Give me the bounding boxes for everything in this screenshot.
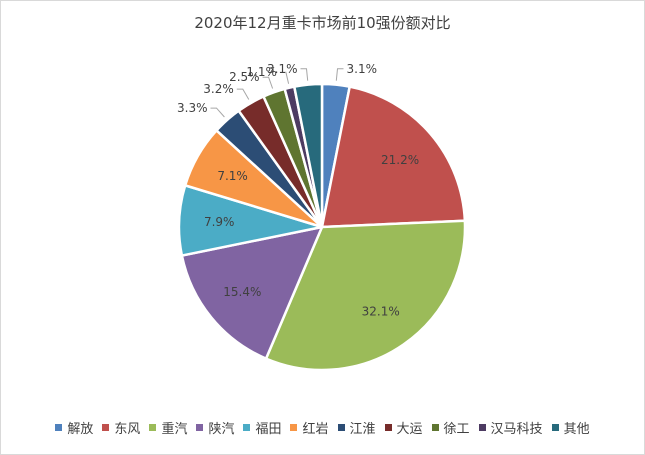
legend-swatch-5 bbox=[243, 424, 251, 431]
legend-label-8: 大运 bbox=[396, 422, 423, 437]
leader-line-10 bbox=[279, 71, 290, 84]
legend-swatch-11 bbox=[551, 424, 559, 431]
legend-swatch-6 bbox=[290, 424, 298, 431]
chart-title: 2020年12月重卡市场前10强份额对比 bbox=[194, 14, 451, 32]
slice-label-11: 3.1% bbox=[267, 62, 298, 76]
pie-slice-2 bbox=[320, 85, 467, 229]
legend-item-11: 其他 bbox=[551, 418, 590, 437]
chart-legend: 解放 东风 重汽 陕汽 福田 红岩 江淮 大运 徐工 汉马科技 其他 bbox=[0, 418, 645, 437]
legend-swatch-3 bbox=[149, 424, 157, 431]
slice-label-8: 3.2% bbox=[203, 82, 234, 96]
legend-label-9: 徐工 bbox=[443, 422, 470, 437]
legend-swatch-7 bbox=[337, 424, 345, 431]
leader-line-1 bbox=[335, 68, 344, 81]
legend-label-10: 汉马科技 bbox=[490, 422, 543, 437]
slice-label-6: 7.1% bbox=[217, 169, 248, 183]
slice-label-2: 21.2% bbox=[381, 153, 419, 167]
slice-label-4: 15.4% bbox=[223, 285, 261, 299]
legend-label-1: 解放 bbox=[67, 422, 94, 437]
legend-label-4: 陕汽 bbox=[208, 422, 235, 437]
legend-item-4: 陕汽 bbox=[196, 418, 234, 437]
legend-swatch-8 bbox=[384, 424, 392, 431]
legend-label-6: 红岩 bbox=[302, 422, 329, 437]
pie-slice-4 bbox=[180, 225, 324, 360]
leader-line-11 bbox=[300, 68, 309, 81]
legend-item-5: 福田 bbox=[243, 418, 281, 437]
slice-label-7: 3.3% bbox=[177, 101, 208, 115]
legend-item-2: 东风 bbox=[102, 418, 140, 437]
legend-label-2: 东风 bbox=[114, 422, 141, 437]
slice-label-3: 32.1% bbox=[362, 305, 400, 319]
pie-slice-11 bbox=[293, 82, 324, 229]
slice-label-9: 2.5% bbox=[229, 70, 260, 84]
legend-swatch-2 bbox=[102, 424, 110, 431]
legend-item-8: 大运 bbox=[384, 418, 423, 437]
legend-label-3: 重汽 bbox=[161, 422, 188, 437]
leader-line-9 bbox=[262, 76, 274, 89]
leader-line-8 bbox=[236, 88, 250, 100]
legend-swatch-10 bbox=[478, 424, 486, 431]
legend-swatch-9 bbox=[431, 424, 439, 431]
legend-swatch-1 bbox=[55, 424, 63, 431]
legend-label-7: 江淮 bbox=[349, 422, 376, 437]
legend-item-6: 红岩 bbox=[290, 418, 329, 437]
legend-item-1: 解放 bbox=[55, 418, 93, 437]
legend-label-11: 其他 bbox=[563, 422, 590, 437]
legend-item-10: 汉马科技 bbox=[478, 418, 543, 437]
slice-label-5: 7.9% bbox=[204, 215, 235, 229]
leader-line-7 bbox=[210, 107, 225, 118]
legend-item-9: 徐工 bbox=[431, 418, 470, 437]
legend-item-3: 重汽 bbox=[149, 418, 187, 437]
slice-label-1: 3.1% bbox=[347, 62, 378, 76]
slice-label-10: 1.1% bbox=[246, 65, 277, 79]
legend-item-7: 江淮 bbox=[337, 418, 376, 437]
legend-label-5: 福田 bbox=[255, 422, 282, 437]
legend-swatch-4 bbox=[196, 424, 204, 431]
pie-slice-3 bbox=[264, 219, 467, 372]
